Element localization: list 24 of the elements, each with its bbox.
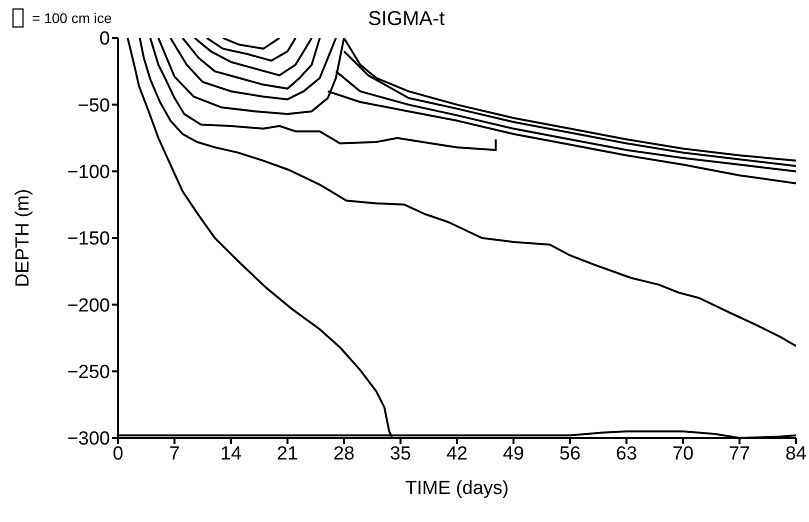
y-axis-title: DEPTH (m) xyxy=(12,188,34,288)
y-tick-label: 0 xyxy=(99,28,110,50)
y-tick-label: −100 xyxy=(67,162,110,184)
y-tick-label: −200 xyxy=(67,295,110,316)
chart-title: SIGMA-t xyxy=(368,8,445,31)
x-tick-label: 0 xyxy=(112,443,124,464)
x-tick-label: 42 xyxy=(446,443,468,464)
x-tick-label: 77 xyxy=(728,443,750,464)
x-tick-label: 63 xyxy=(616,443,638,464)
x-tick-label: 28 xyxy=(333,443,355,464)
x-tick-label: 35 xyxy=(390,443,412,464)
x-axis-title: TIME (days) xyxy=(405,478,509,499)
x-tick-label: 21 xyxy=(276,443,298,464)
y-tick-label: −50 xyxy=(78,95,110,116)
x-tick-label: 7 xyxy=(169,443,180,464)
x-tick-label: 70 xyxy=(672,443,694,464)
y-tick-label: −250 xyxy=(67,362,110,384)
x-tick-label: 56 xyxy=(559,443,581,464)
x-tick-label: 14 xyxy=(220,443,242,464)
y-tick-label: −300 xyxy=(67,428,110,450)
text: = 100 cm ice xyxy=(32,10,112,26)
y-tick-label: −150 xyxy=(67,228,110,250)
x-tick-label: 49 xyxy=(502,443,524,464)
x-tick-label: 84 xyxy=(785,443,807,464)
